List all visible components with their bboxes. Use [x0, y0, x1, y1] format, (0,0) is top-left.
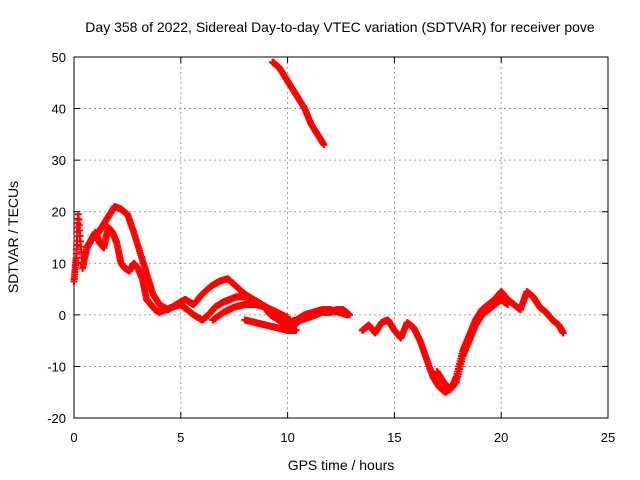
x-tick-label: 25 [601, 430, 615, 445]
data-point [559, 329, 567, 337]
y-axis: -20 -10 0 10 20 30 40 50 [47, 50, 608, 426]
y-tick-label: -10 [47, 359, 66, 374]
grid [74, 57, 608, 418]
y-tick-label: -20 [47, 411, 66, 426]
data-point [284, 313, 292, 321]
x-tick-label: 5 [177, 430, 184, 445]
y-tick-label: 20 [52, 205, 66, 220]
data-point [292, 326, 300, 334]
x-tick-label: 0 [70, 430, 77, 445]
x-axis: 0 5 10 15 20 25 [70, 57, 615, 445]
data-point [504, 301, 512, 309]
chart-title: Day 358 of 2022, Sidereal Day-to-day VTE… [85, 19, 595, 35]
y-tick-label: 0 [59, 308, 66, 323]
x-tick-label: 10 [280, 430, 294, 445]
x-tick-label: 20 [494, 430, 508, 445]
y-tick-label: 30 [52, 153, 66, 168]
data-points [70, 58, 567, 396]
plot-frame [73, 56, 609, 419]
y-axis-label: SDTVAR / TECUs [5, 181, 21, 293]
data-point [343, 311, 351, 319]
y-tick-label: 10 [52, 256, 66, 271]
x-axis-label: GPS time / hours [288, 457, 395, 473]
y-tick-label: 50 [52, 50, 66, 65]
x-tick-label: 15 [387, 430, 401, 445]
data-point [320, 141, 328, 149]
y-tick-label: 40 [52, 102, 66, 117]
